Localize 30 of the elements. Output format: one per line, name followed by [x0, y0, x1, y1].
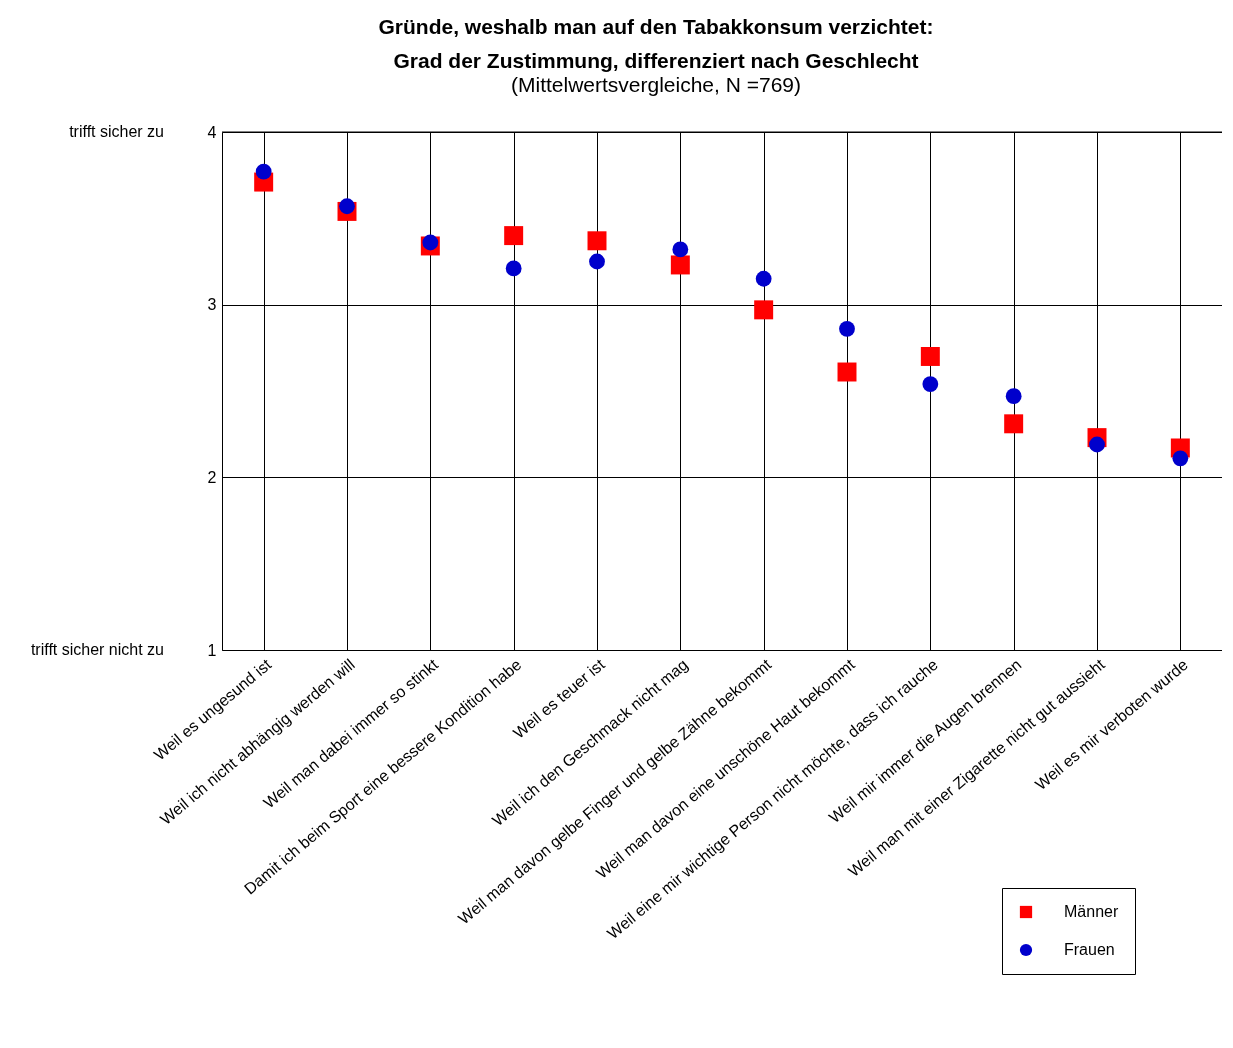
point: [1089, 436, 1105, 453]
point: [1005, 388, 1022, 405]
point: [922, 376, 939, 392]
point: [754, 300, 774, 320]
legend-label: Frauen: [1064, 941, 1115, 958]
point: [1004, 414, 1024, 434]
point: [255, 163, 272, 180]
point: [505, 260, 522, 277]
y-tick-label: 2: [207, 468, 217, 486]
y-tick-label: 1: [207, 641, 217, 659]
y-tick-label: 3: [207, 296, 217, 314]
point: [589, 253, 605, 270]
text: trifft sicher nicht zu: [30, 641, 164, 658]
y-tick-label: 4: [207, 123, 217, 141]
point: [837, 362, 857, 382]
chart-subtitle: (Mittelwertsvergleiche, N =769): [510, 73, 802, 96]
text: Grad der Zustimmung, differenziert nach Geschlecht: [393, 49, 919, 72]
point: [755, 270, 772, 287]
point: [422, 234, 439, 251]
point: [670, 255, 690, 275]
point: [1172, 450, 1189, 467]
point: [920, 346, 940, 366]
point: [504, 226, 524, 246]
legend-label: Männer: [1064, 903, 1119, 920]
point: [339, 198, 355, 215]
point: [839, 320, 855, 337]
point: [587, 231, 607, 251]
text: Gründe, weshalb man auf den Tabakkonsum verzichtet:: [378, 15, 934, 38]
point: [672, 241, 689, 258]
text: trifft sicher zu: [69, 123, 164, 140]
